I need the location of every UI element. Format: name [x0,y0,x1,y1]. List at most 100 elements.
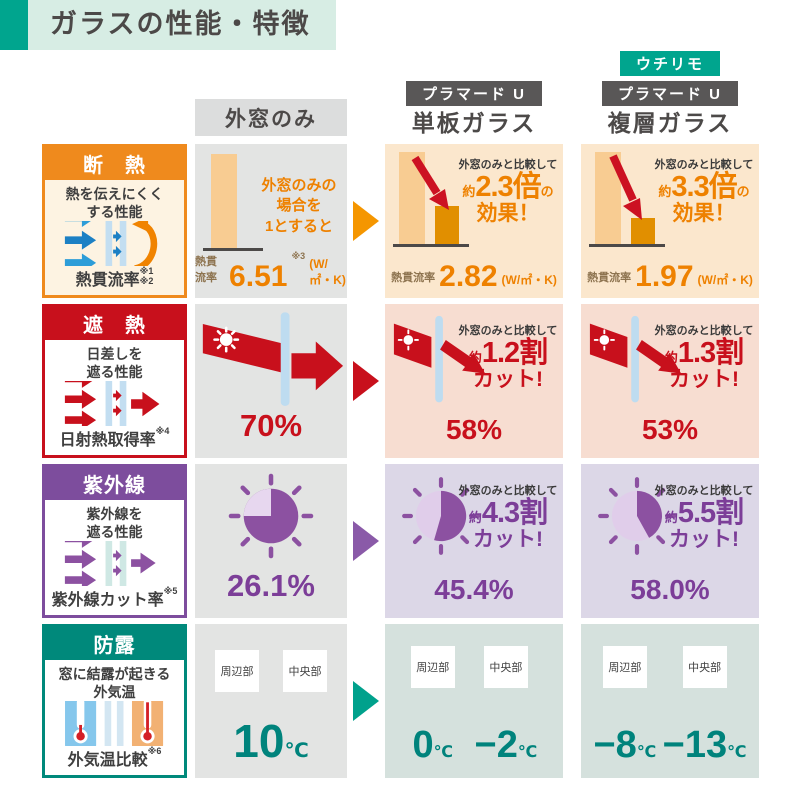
column-header-base-label: 外窓のみ [225,107,317,131]
title-accent-square [0,0,28,50]
temp-unit: ℃ [636,744,657,761]
shading-base-value: 70% [239,408,303,443]
cut-label: カット! [473,528,543,551]
row-label-uv: 紫外線 紫外線を 遮る性能 紫外線カット率※5 [42,464,187,618]
row-desc-uv: 紫外線を 遮る性能 [86,506,143,541]
column-header-single-label: 単板ガラス [411,109,537,136]
metric-footnote-uv: ※5 [163,586,178,596]
row-arrow-uv-icon [353,521,379,561]
uv-single-value: 45.4% [434,574,514,605]
uv-double-value: 58.0% [630,574,710,605]
row-label-insulation: 断 熱 熱を伝えにくく する性能 熱貫流率※1 ※2 [42,144,187,298]
bar-baseline [393,244,469,247]
heat-flow-arrows-icon [64,221,157,266]
page-title-text: ガラスの性能・特徴 [28,0,337,50]
cell-uv-base: 26.1% [195,464,347,618]
insulation-double-value: 1.97 [635,260,694,293]
metric-name-condensation: 外気温比較 [67,752,148,769]
temp-unit: ℃ [727,744,747,761]
cell-shading-base: 70% [195,304,347,458]
metric-footnote-condensation: ※6 [147,746,162,756]
approx-prefix: 約 [468,350,482,365]
part-label-center: 中央部 [682,646,727,688]
shading-double-value: 53% [641,414,699,445]
part-label-center: 中央部 [283,650,327,692]
column-header-base: 外窓のみ [195,99,347,136]
compare-note: 外窓のみと比較して [458,325,558,337]
cell-shading-double: 外窓のみと比較して 約1.3割 カット! 53% [581,304,759,458]
compare-note: 外窓のみと比較して [654,485,754,497]
compare-note: 外窓のみと比較して [458,485,558,497]
row-desc-condensation: 窓に結露が起きる 外気温 [58,666,171,701]
row-title-uv: 紫外線 [45,467,184,500]
suffix: の [736,184,750,199]
bar-improved [435,206,459,244]
uv-base-value: 26.1% [227,568,315,603]
column-header-double-label: 複層ガラス [607,109,733,136]
part-label-edge: 周辺部 [410,646,455,688]
metric-label: 熱貫流率 [391,272,436,284]
effect-label: 効果！ [672,202,736,225]
shading-double-cut: 1.3割 [677,337,744,369]
uv-double-cut: 5.5割 [677,497,744,529]
brand-badge-plamadoU: プラマード U [405,80,542,106]
metric-label: 熱貫流率 [195,256,217,284]
row-desc-insulation: 熱を伝えにくく する性能 [65,186,164,221]
cut-label: カット! [669,528,739,551]
cell-insulation-double: 外窓のみと比較して 約3.3倍の 効果！ 熱貫流率 1.97 (W/㎡・K) [581,144,759,298]
part-label-edge: 周辺部 [602,646,647,688]
insulation-single-value: 2.82 [439,260,498,293]
decrease-arrow-icon [411,155,449,210]
metric-name-shading: 日射熱取得率 [59,432,156,449]
row-arrow-condensation-icon [353,681,379,721]
approx-prefix: 約 [664,510,678,525]
uv-sun-pie-icon [402,477,480,555]
condensation-double-edge-value: −8 [593,724,637,766]
column-header-double: ウチリモ プラマード U 複層ガラス [581,50,759,138]
row-arrow-shading-icon [353,361,379,401]
cell-uv-double: 外窓のみと比較して 約5.5割 カット! 58.0% [581,464,759,618]
row-desc-shading: 日差しを 遮る性能 [86,346,143,381]
part-label-center: 中央部 [483,646,528,688]
row-label-condensation: 防露 窓に結露が起きる 外気温 [42,624,187,778]
compare-note: 外窓のみと比較して [458,159,558,171]
metric-label: 熱貫流率 [587,272,632,284]
row-title-insulation: 断 熱 [45,147,184,180]
cell-condensation-single: 周辺部 0℃ 中央部 −2℃ [385,624,563,778]
column-header-single: プラマード U 単板ガラス [385,80,563,138]
approx-prefix: 約 [664,350,678,365]
approx-prefix: 約 [462,184,476,199]
temp-unit: ℃ [284,740,309,762]
decrease-arrow-icon [609,154,642,220]
sunlight-cut-icon [393,315,486,403]
row-label-shading: 遮 熱 日差しを 遮る性能 日射熱取得率※4 [42,304,187,458]
approx-prefix: 約 [658,184,672,199]
sun-heat-arrows-icon [64,381,159,426]
insulation-base-note: 外窓のみの 場合を 1とすると [261,177,337,235]
sunlight-cut-icon [589,315,682,403]
cell-condensation-double: 周辺部 −8℃ 中央部 −13℃ [581,624,759,778]
compare-note: 外窓のみと比較して [654,159,754,171]
temp-unit: ℃ [517,744,538,761]
cell-insulation-single: 外窓のみと比較して 約2.3倍の 効果！ 熱貫流率 2.82 (W/㎡・K) [385,144,563,298]
insulation-base-value: 6.51 [229,260,288,293]
page-title: ガラスの性能・特徴 [0,0,337,50]
cell-uv-single: 外窓のみと比較して 約4.3割 カット! 45.4% [385,464,563,618]
row-title-shading: 遮 熱 [45,307,184,340]
effect-label: 効果！ [476,202,540,225]
condensation-single-center-value: −2 [474,724,518,766]
value-footnote: ※3 [291,251,306,261]
part-label-edge: 周辺部 [215,650,259,692]
comparison-grid: 外窓のみ プラマード U 単板ガラス ウチリモ プラマード U 複層ガラス 断 … [42,40,759,778]
thermometer-compare-icon [64,701,163,746]
cell-condensation-base: 周辺部 中央部 10℃ [195,624,347,778]
uv-arrows-icon [64,541,156,586]
bar-base-tall [211,154,237,248]
brand-badge-uchirimo: ウチリモ [619,50,720,76]
approx-prefix: 約 [468,510,482,525]
row-arrow-insulation-icon [353,201,379,241]
condensation-single-edge-value: 0 [412,724,434,766]
value-unit: (W/㎡・K) [501,273,557,287]
value-unit: (W/㎡・K) [309,257,346,287]
bar-baseline [589,244,665,247]
